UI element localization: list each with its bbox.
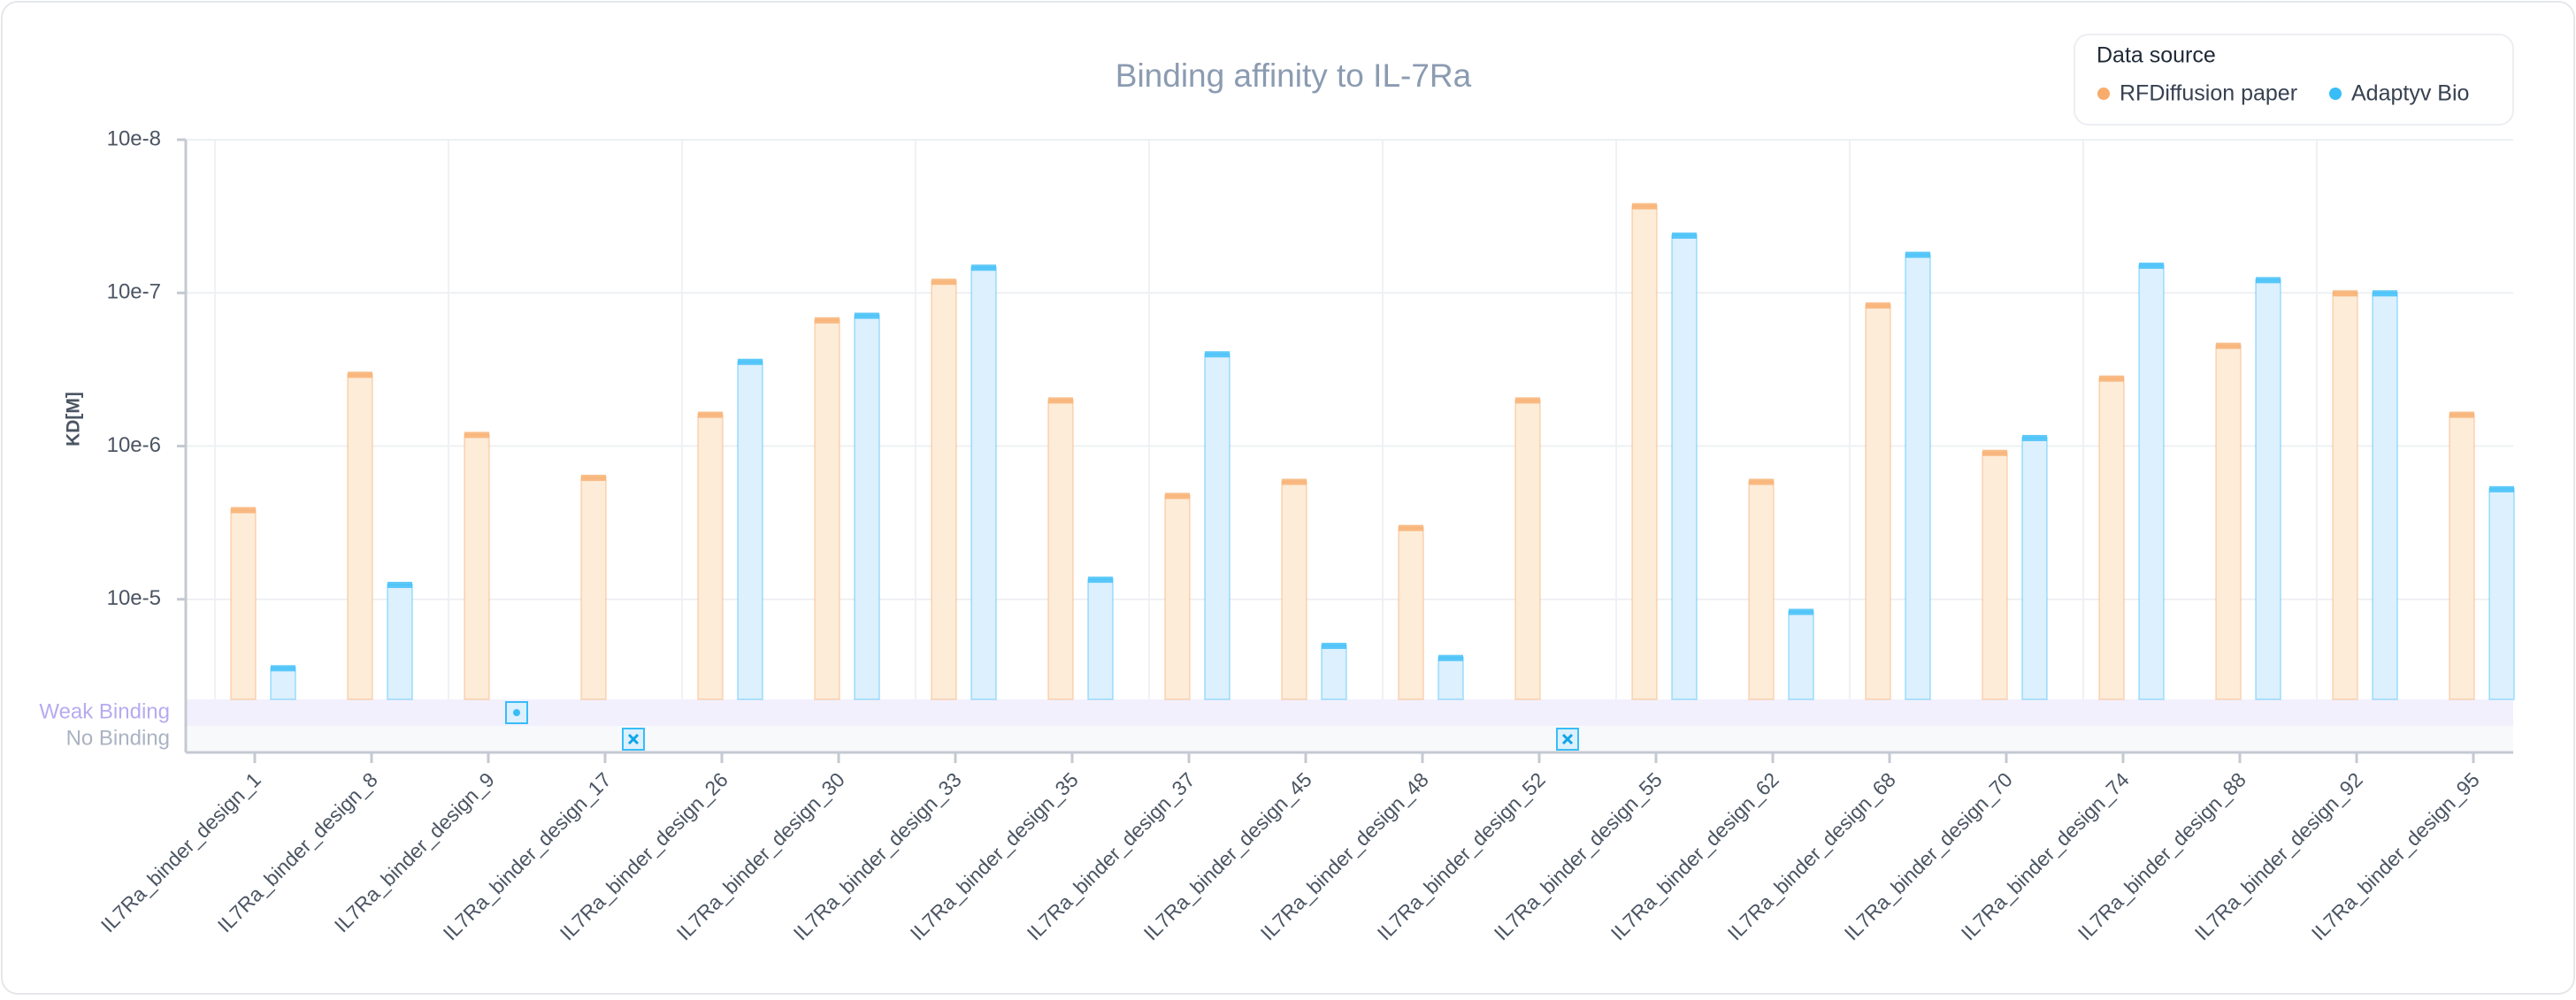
bar [2332,292,2358,700]
legend-title: Data source [2097,43,2216,68]
bar [1905,253,1931,700]
weak-binding-band [186,699,2513,726]
bar [854,314,880,700]
bar [2021,436,2048,700]
legend-label: RFDiffusion paper [2120,81,2297,106]
legend-swatch [2329,88,2342,100]
y-tick-label: 10e-6 [107,433,161,457]
marker-cross [1561,733,1574,745]
bar [1398,526,1424,701]
bar [697,413,724,700]
bar [2098,377,2125,700]
bar [270,667,296,701]
bar-cap [2139,263,2164,270]
y-tick-label: 10e-5 [107,586,161,610]
bar-cap [932,279,956,286]
bar-cap [1282,478,1307,485]
bar-cap [1749,478,1774,485]
bar [1671,233,1698,700]
weak-binding-marker [505,701,528,724]
bar [464,433,490,700]
legend-box [2074,34,2514,126]
bar-cap [2099,375,2124,382]
no-binding-marker [1556,728,1579,751]
bar-cap [348,371,372,378]
chart-title: Binding affinity to IL-7Ra [1116,57,1472,94]
bar [387,584,413,700]
y-tick-label: 10e-7 [107,280,161,304]
bar-cap [271,665,295,672]
bar [1281,480,1307,700]
bar-cap [1399,524,1423,531]
bar-cap [1866,302,1890,309]
bar-cap [1982,449,2007,456]
bar [2488,487,2515,700]
marker-cross [627,733,640,745]
bar [1514,399,1541,700]
bar-cap [1672,232,1697,239]
bar [1321,644,1347,700]
bar-cap [2373,290,2397,297]
bar [2138,264,2165,700]
bar-cap [464,431,489,439]
bar-cap [1789,608,1813,615]
bar-cap [2022,434,2047,441]
bar-cap [2333,290,2358,297]
bar [1631,204,1658,700]
bar [2255,279,2281,700]
weak-binding-label: Weak Binding [39,699,170,723]
bar-cap [1048,397,1073,404]
bar-cap [1438,654,1463,661]
bar [1204,353,1230,700]
no-binding-band [186,726,2513,752]
bar-cap [971,264,996,271]
bar [2449,413,2475,700]
bar-cap [1088,576,1113,584]
bar-cap [581,474,606,481]
bar [970,266,997,700]
bar-cap [2450,411,2474,418]
bar [737,360,763,700]
bar [230,508,257,700]
bar-cap [2256,277,2281,284]
bar [931,280,957,700]
legend: Data source RFDiffusion paper Adaptyv Bio [2074,34,2514,126]
bar [1087,578,1114,700]
bar [1788,610,1814,701]
bar-cap [2216,342,2241,349]
bar [1982,451,2008,700]
bar [2215,344,2242,700]
bar [580,476,607,700]
legend-swatch [2097,88,2110,100]
bar-cap [1165,492,1190,500]
bar [1047,399,1074,700]
legend-label: Adaptyv Bio [2351,81,2469,106]
bar-cap [1322,642,1346,649]
bar [1438,656,1464,700]
bar-cap [231,507,256,514]
bar [814,318,840,700]
bar-cap [1632,202,1657,210]
marker-dot [513,709,520,716]
y-axis-label: KD[M] [64,392,84,447]
no-binding-marker [622,728,645,751]
y-tick-label: 10e-8 [107,126,161,150]
bar-cap [698,411,723,418]
bar [1865,303,1891,700]
bar [1748,480,1775,700]
bar [2372,292,2398,700]
bar-cap [815,317,840,324]
bar-cap [387,582,412,589]
bar-cap [1205,351,1230,358]
bar [1164,494,1191,700]
bar [347,373,373,700]
bar-cap [738,358,763,365]
bar-cap [1515,397,1540,404]
bar-cap [855,312,879,319]
no-binding-label: No Binding [66,726,170,750]
bar-cap [2489,485,2514,492]
bar-cap [1905,251,1930,258]
